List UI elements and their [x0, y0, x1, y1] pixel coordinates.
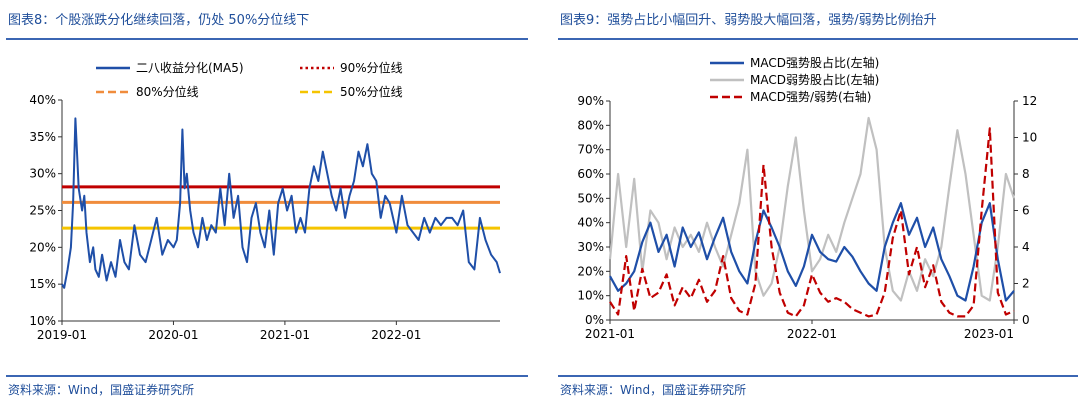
y-tick-label: 70% [577, 143, 604, 157]
legend-label: MACD强势/弱势(右轴) [750, 89, 871, 104]
series-line [608, 116, 1016, 302]
y-tick-label: 20% [577, 264, 604, 278]
chart-source: 资料来源：Wind，国盛证券研究所 [8, 383, 195, 397]
series-line [609, 127, 1015, 318]
x-tick-label: 2023-01 [964, 327, 1014, 341]
panel-right: 图表9：强势占比小幅回升、弱势股大幅回落，强势/弱势比例抬升 0% 10% 20% 3… [552, 0, 1080, 417]
y2-tick-label: 8 [1022, 167, 1030, 181]
y-tick-label: 0% [585, 313, 604, 327]
y2-tick-label: 12 [1022, 94, 1037, 108]
y-tick-label: 30% [577, 240, 604, 254]
title-rule [6, 38, 528, 40]
y2-tick-label: 10 [1022, 131, 1037, 145]
y-tick-label: 40% [577, 216, 604, 230]
x-tick-label: 2022-01 [371, 328, 421, 342]
y2-tick-label: 4 [1022, 240, 1030, 254]
series-line [61, 117, 501, 289]
y-tick-label: 60% [577, 167, 604, 181]
x-tick-label: 2020-01 [148, 328, 198, 342]
y2-tick-label: 2 [1022, 277, 1030, 291]
y-tick-label: 50% [577, 191, 604, 205]
legend-label: 二八收益分化(MA5) [136, 61, 244, 75]
panel-left: 图表8：个股涨跌分化继续回落，仍处 50%分位线下 10% 15% 20% 25% 30… [0, 0, 530, 417]
legend-label: 90%分位线 [340, 60, 403, 75]
chart-title: 图表8：个股涨跌分化继续回落，仍处 50%分位线下 [8, 13, 310, 28]
y-tick-label: 10% [29, 314, 56, 328]
y-tick-label: 35% [29, 130, 56, 144]
y2-tick-label: 0 [1022, 313, 1030, 327]
source-rule [6, 375, 528, 377]
y2-tick-label: 6 [1022, 204, 1030, 218]
x-tick-label: 2022-01 [787, 327, 837, 341]
y-tick-label: 15% [29, 277, 56, 291]
chart-source: 资料来源：Wind，国盛证券研究所 [560, 383, 747, 397]
y-tick-label: 20% [29, 240, 56, 254]
y-tick-label: 40% [29, 93, 56, 107]
y-tick-label: 90% [577, 94, 604, 108]
title-rule [558, 38, 1078, 40]
y-tick-label: 10% [577, 289, 604, 303]
y-tick-label: 80% [577, 118, 604, 132]
legend-label: 80%分位线 [136, 84, 199, 99]
y-tick-label: 25% [29, 204, 56, 218]
x-tick-label: 2019-01 [37, 328, 87, 342]
x-tick-label: 2021-01 [260, 328, 310, 342]
x-tick-label: 2021-01 [585, 327, 635, 341]
series-line [609, 202, 1015, 302]
source-rule [558, 375, 1078, 377]
legend-label: MACD弱势股占比(左轴) [750, 72, 879, 87]
chart-right: 0% 10% 20% 30% 40% 50% 60% 70% 80% 90% 0 2 4 6 8 10 12 20… [577, 55, 1037, 341]
chart-left: 10% 15% 20% 25% 30% 35% 40% 2019-01 2020-01 2021-… [29, 60, 501, 342]
y-tick-label: 30% [29, 167, 56, 181]
legend-label: MACD强势股占比(左轴) [750, 55, 879, 70]
chart-title: 图表9：强势占比小幅回升、弱势股大幅回落，强势/弱势比例抬升 [560, 13, 937, 28]
legend-label: 50%分位线 [340, 84, 403, 99]
